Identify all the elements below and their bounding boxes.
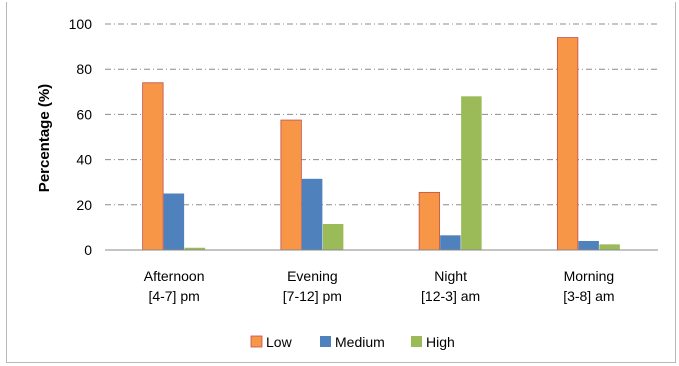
- x-tick-label: [3-8] am: [563, 288, 614, 304]
- bar-medium-2: [440, 235, 461, 250]
- bar-medium-1: [301, 178, 323, 250]
- y-tick-label: 0: [84, 242, 92, 258]
- x-tick-label: [4-7] pm: [148, 288, 199, 304]
- x-tick-label: Morning: [564, 268, 615, 284]
- x-tick-label: Afternoon: [144, 268, 205, 284]
- bar-low-0: [142, 82, 164, 251]
- bar-medium-0: [163, 193, 185, 250]
- legend-label-medium: Medium: [335, 334, 385, 350]
- bar-medium-3: [578, 240, 599, 250]
- y-axis-label: Percentage (%): [36, 84, 53, 192]
- x-tick-label: Night: [434, 268, 467, 284]
- bar-high-1: [322, 224, 344, 250]
- y-tick-label: 60: [76, 106, 92, 122]
- x-tick-labels: Afternoon [4-7] pm Evening [7-12] pm Night [1…: [144, 268, 615, 304]
- legend-label-high: High: [426, 334, 455, 350]
- y-tick-labels: 0 20 40 60 80 100: [69, 16, 93, 258]
- x-tick-label: Evening: [287, 268, 338, 284]
- legend-swatch-low: [250, 335, 263, 348]
- y-tick-label: 40: [76, 152, 92, 168]
- legend-swatch-medium: [320, 336, 331, 347]
- legend: Low Medium High: [250, 334, 455, 350]
- bars: [142, 37, 620, 251]
- x-tick-label: [7-12] pm: [283, 288, 342, 304]
- bar-low-1: [280, 119, 302, 251]
- bar-high-0: [184, 247, 206, 250]
- y-tick-label: 80: [76, 61, 92, 77]
- y-tick-label: 100: [69, 16, 93, 32]
- legend-label-low: Low: [266, 334, 293, 350]
- x-tick-label: [12-3] am: [421, 288, 480, 304]
- y-tick-label: 20: [76, 197, 92, 213]
- bar-low-2: [418, 191, 441, 251]
- bar-low-3: [556, 37, 579, 251]
- chart-frame: [6, 2, 676, 363]
- bar-high-2: [461, 96, 482, 250]
- bar-high-3: [599, 244, 620, 250]
- legend-swatch-high: [411, 336, 422, 347]
